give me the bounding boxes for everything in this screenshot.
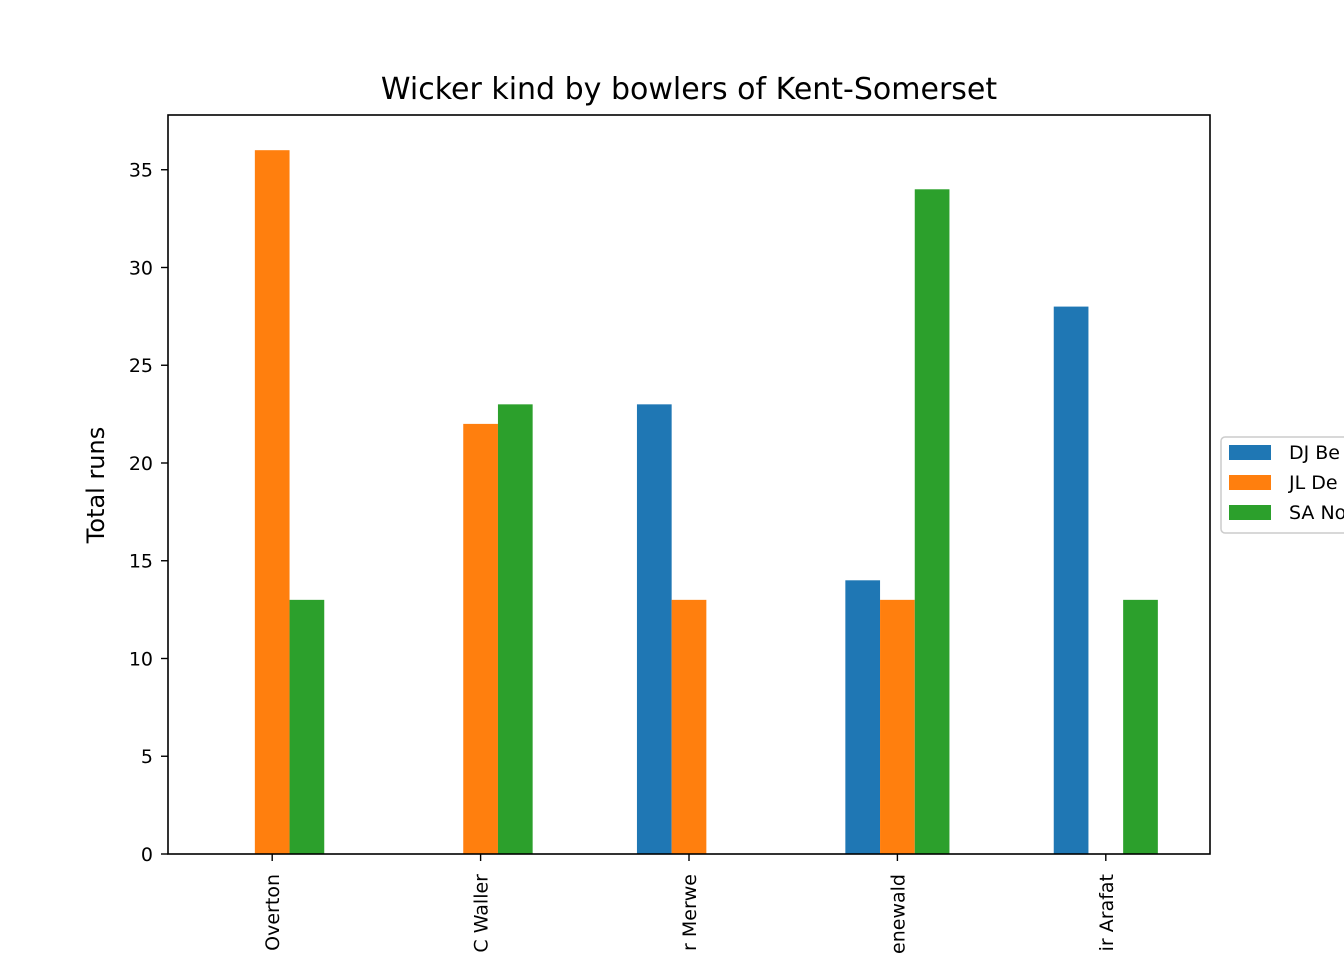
- bar: [463, 423, 498, 854]
- bar: [254, 150, 290, 854]
- chart-title: Wicker kind by bowlers of Kent-Somerset: [381, 72, 998, 107]
- x-tick-label: enewald: [887, 874, 909, 954]
- y-tick-label: 35: [129, 160, 153, 182]
- legend-label: DJ Be: [1289, 442, 1340, 464]
- bar: [636, 404, 672, 854]
- legend: DJ Be JL De SA No: [1220, 436, 1344, 534]
- y-tick-label: 20: [129, 453, 153, 475]
- y-tick-label: 10: [129, 648, 153, 670]
- y-axis-title: Total runs: [82, 427, 110, 544]
- bar: [1123, 599, 1158, 854]
- x-tick-label: ir Arafat: [1096, 874, 1118, 951]
- bar: [880, 599, 915, 854]
- x-tick-label: r Merwe: [679, 874, 701, 951]
- y-tick-label: 15: [129, 551, 153, 573]
- legend-label: SA No: [1289, 502, 1344, 524]
- x-tick-label: C Waller: [471, 874, 493, 953]
- legend-swatch: [1229, 505, 1271, 520]
- y-tick-label: 5: [141, 746, 153, 768]
- y-tick-label: 0: [141, 844, 153, 866]
- legend-swatch: [1229, 475, 1271, 490]
- legend-swatch: [1229, 445, 1271, 460]
- bar: [671, 599, 707, 854]
- bar: [289, 599, 325, 854]
- x-axis: Overton C Waller r Merwe enewald ir Arafat: [262, 854, 1118, 954]
- bar: [914, 189, 950, 855]
- y-axis: 0 5 10 15 20 25 30 35: [129, 160, 168, 866]
- bar: [845, 580, 881, 854]
- bars-group: [254, 150, 1158, 855]
- bar: [497, 404, 533, 854]
- y-tick-label: 30: [129, 257, 153, 279]
- bar: [1053, 306, 1089, 855]
- x-tick-label: Overton: [262, 874, 284, 951]
- legend-label: JL De: [1288, 472, 1338, 494]
- y-tick-label: 25: [129, 355, 153, 377]
